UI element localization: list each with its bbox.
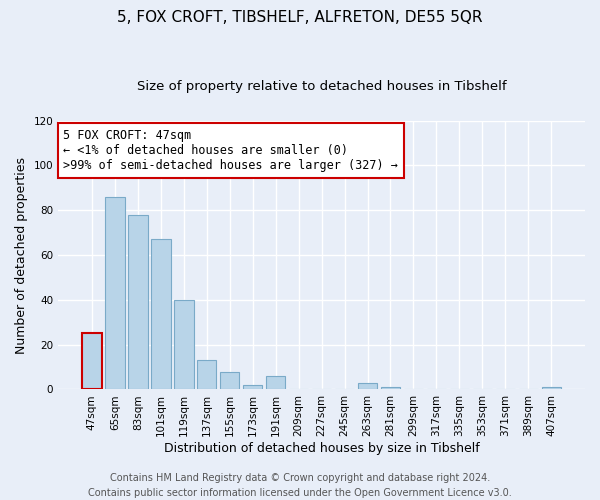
Bar <box>220 372 239 390</box>
Bar <box>151 240 170 390</box>
Bar <box>174 300 194 390</box>
Bar <box>197 360 217 390</box>
Bar <box>105 196 125 390</box>
Bar <box>381 387 400 390</box>
Bar <box>358 382 377 390</box>
Bar <box>243 385 262 390</box>
Bar <box>82 334 101 390</box>
Text: 5 FOX CROFT: 47sqm
← <1% of detached houses are smaller (0)
>99% of semi-detache: 5 FOX CROFT: 47sqm ← <1% of detached hou… <box>64 128 398 172</box>
Text: Contains HM Land Registry data © Crown copyright and database right 2024.
Contai: Contains HM Land Registry data © Crown c… <box>88 472 512 498</box>
Text: 5, FOX CROFT, TIBSHELF, ALFRETON, DE55 5QR: 5, FOX CROFT, TIBSHELF, ALFRETON, DE55 5… <box>117 10 483 25</box>
X-axis label: Distribution of detached houses by size in Tibshelf: Distribution of detached houses by size … <box>164 442 479 455</box>
Title: Size of property relative to detached houses in Tibshelf: Size of property relative to detached ho… <box>137 80 506 93</box>
Y-axis label: Number of detached properties: Number of detached properties <box>15 156 28 354</box>
Bar <box>542 387 561 390</box>
Bar <box>266 376 286 390</box>
Bar <box>128 214 148 390</box>
